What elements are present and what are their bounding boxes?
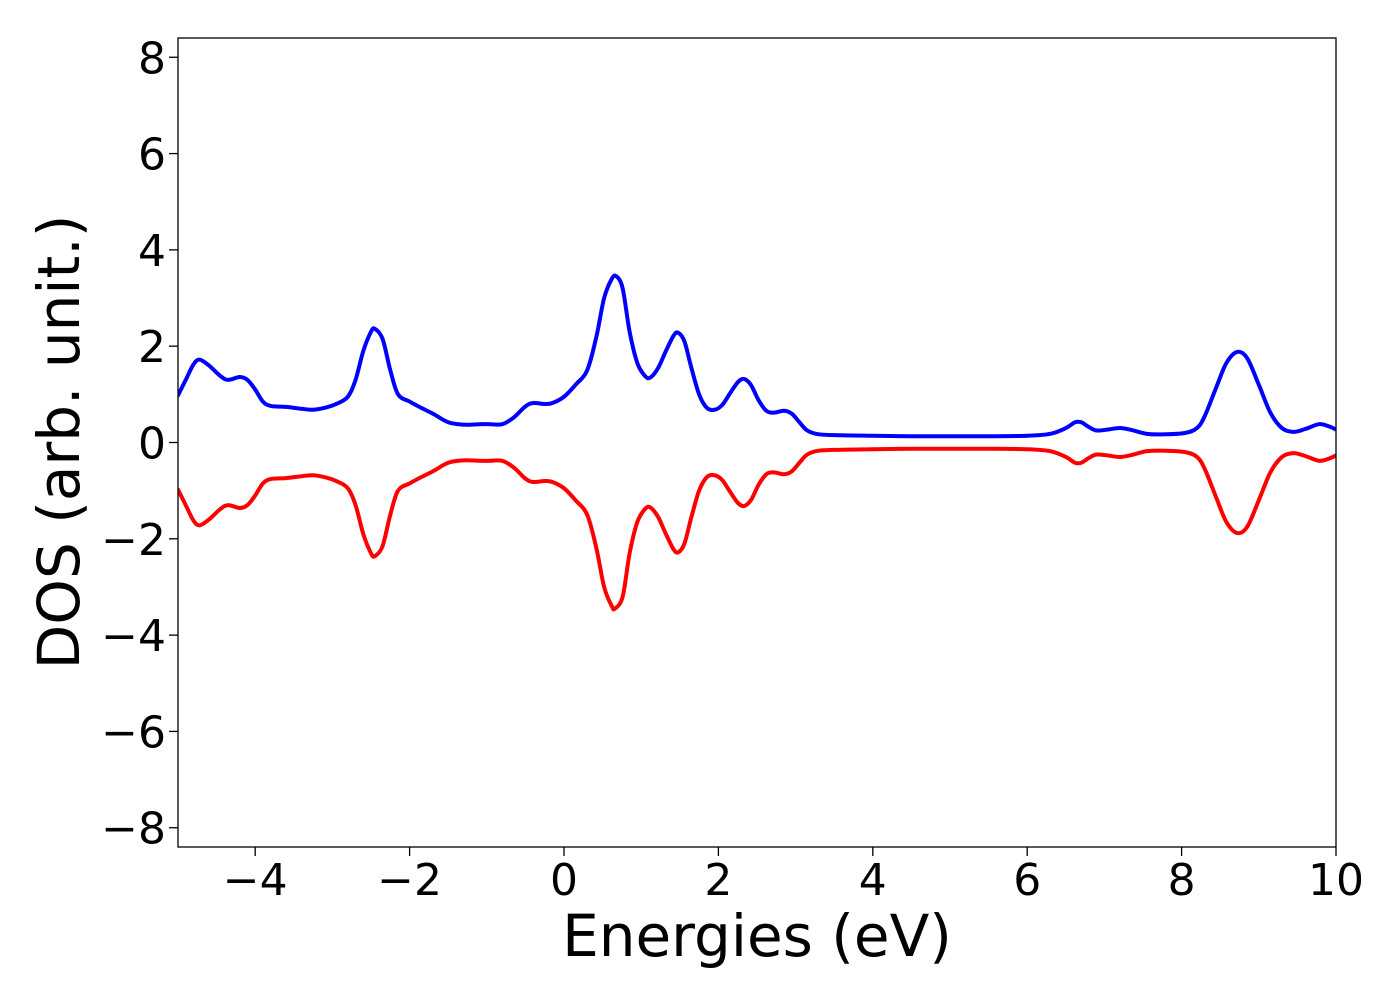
- y-tick-label: 8: [138, 33, 166, 84]
- series-line-1: [178, 273, 1336, 439]
- x-tick-label: 4: [859, 855, 887, 906]
- y-tick-label: 4: [138, 226, 166, 277]
- x-tick-label: 6: [1013, 855, 1041, 906]
- y-axis: −8 −6 −4 −2 0 2 4 6 8: [101, 33, 178, 855]
- y-axis-label: DOS (arb. unit.): [25, 215, 93, 670]
- x-tick-label: 8: [1168, 855, 1196, 906]
- y-tick-label: 6: [138, 130, 166, 181]
- x-tick-label: 0: [550, 855, 578, 906]
- series-layer: [178, 273, 1336, 612]
- y-tick-label: −8: [101, 804, 166, 855]
- y-tick-label: −6: [101, 707, 166, 758]
- y-tick-label: 0: [138, 419, 166, 470]
- x-tick-label: −2: [377, 855, 442, 906]
- x-axis: −4 −2 0 2 4 6 8 10: [223, 847, 1364, 906]
- x-tick-label: 10: [1308, 855, 1364, 906]
- series-line-2: [178, 446, 1336, 612]
- y-tick-label: 2: [138, 322, 166, 373]
- y-tick-label: −4: [101, 611, 166, 662]
- x-axis-label: Energies (eV): [562, 902, 952, 970]
- x-tick-label: −4: [223, 855, 288, 906]
- x-tick-label: 2: [704, 855, 732, 906]
- y-tick-label: −2: [101, 515, 166, 566]
